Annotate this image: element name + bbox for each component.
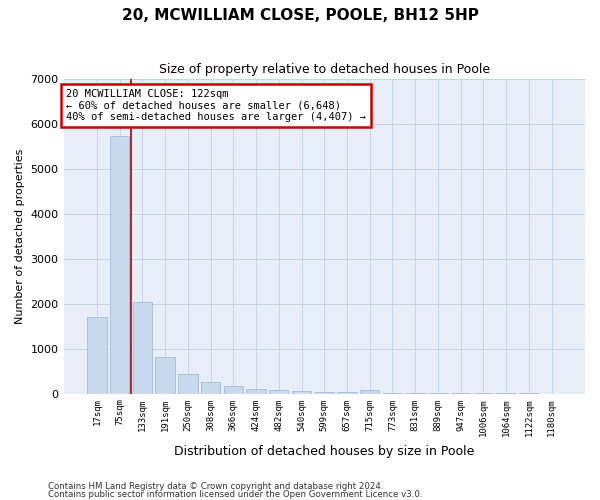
Text: Contains public sector information licensed under the Open Government Licence v3: Contains public sector information licen… — [48, 490, 422, 499]
Title: Size of property relative to detached houses in Poole: Size of property relative to detached ho… — [159, 62, 490, 76]
Bar — [201, 382, 220, 394]
Text: 20 MCWILLIAM CLOSE: 122sqm
← 60% of detached houses are smaller (6,648)
40% of s: 20 MCWILLIAM CLOSE: 122sqm ← 60% of deta… — [66, 89, 366, 122]
Text: 20, MCWILLIAM CLOSE, POOLE, BH12 5HP: 20, MCWILLIAM CLOSE, POOLE, BH12 5HP — [122, 8, 478, 22]
Bar — [110, 136, 130, 394]
Bar — [314, 392, 334, 394]
Bar — [406, 393, 425, 394]
Bar — [337, 392, 356, 394]
Y-axis label: Number of detached properties: Number of detached properties — [15, 149, 25, 324]
Bar — [155, 357, 175, 394]
X-axis label: Distribution of detached houses by size in Poole: Distribution of detached houses by size … — [174, 444, 475, 458]
Bar — [87, 318, 107, 394]
Bar — [292, 392, 311, 394]
Bar — [360, 390, 379, 394]
Bar — [269, 390, 289, 394]
Bar — [224, 386, 243, 394]
Bar — [247, 389, 266, 394]
Bar — [133, 302, 152, 394]
Bar — [178, 374, 197, 394]
Bar — [383, 393, 402, 394]
Text: Contains HM Land Registry data © Crown copyright and database right 2024.: Contains HM Land Registry data © Crown c… — [48, 482, 383, 491]
